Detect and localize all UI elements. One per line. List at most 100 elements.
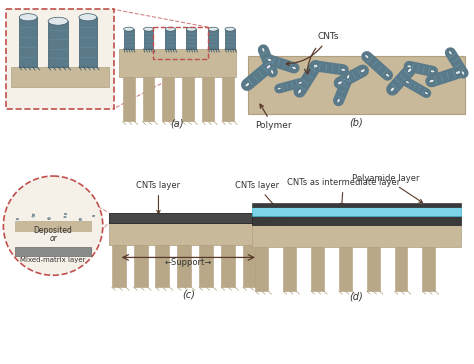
Bar [394,230,408,291]
Ellipse shape [341,68,346,71]
Text: (d): (d) [349,291,363,301]
Ellipse shape [266,65,271,69]
Ellipse shape [208,27,218,31]
Bar [177,228,191,287]
Bar [155,228,169,287]
Ellipse shape [406,81,410,84]
Bar [208,29,218,49]
Ellipse shape [48,218,50,219]
Ellipse shape [456,71,461,74]
Bar [154,27,208,59]
Ellipse shape [277,87,281,90]
Ellipse shape [32,215,34,217]
Bar [124,29,134,49]
Bar [143,77,155,122]
Ellipse shape [313,64,318,68]
Text: Deposited: Deposited [34,226,73,235]
Bar [15,221,91,231]
Bar [222,77,234,122]
Ellipse shape [292,66,296,70]
Ellipse shape [461,71,465,75]
Ellipse shape [79,219,82,220]
Text: CNTs as intermediate layer: CNTs as intermediate layer [287,178,400,207]
Bar [163,77,174,122]
Bar [199,228,213,287]
Bar [248,56,465,114]
Ellipse shape [186,27,196,31]
Bar [221,228,235,287]
Ellipse shape [38,249,40,250]
Ellipse shape [390,87,394,92]
Bar [255,230,268,291]
Ellipse shape [298,89,301,94]
Bar [283,230,296,291]
Text: or: or [49,234,57,242]
Ellipse shape [245,83,249,87]
Bar [15,246,91,256]
Ellipse shape [267,58,272,62]
Text: (a): (a) [171,118,184,128]
Ellipse shape [449,51,452,55]
Ellipse shape [408,68,412,72]
Ellipse shape [262,48,265,52]
Ellipse shape [91,249,92,250]
Ellipse shape [64,213,67,215]
Text: ←Support→: ←Support→ [164,258,212,268]
Ellipse shape [429,79,434,83]
Text: Polyamide layer: Polyamide layer [352,174,422,203]
Ellipse shape [57,249,59,250]
Ellipse shape [360,69,365,73]
Bar [422,230,435,291]
Text: CNTs layer: CNTs layer [137,181,181,214]
Ellipse shape [430,70,435,73]
Bar [225,29,235,49]
Bar [79,17,97,67]
Bar [109,223,268,245]
Ellipse shape [346,75,350,79]
Ellipse shape [32,214,35,215]
Ellipse shape [165,27,175,31]
Text: CNTs: CNTs [286,32,339,66]
Bar [202,77,214,122]
Ellipse shape [71,249,73,250]
Ellipse shape [27,251,28,252]
Ellipse shape [69,251,70,252]
Bar [48,21,68,67]
Bar [112,228,126,287]
Ellipse shape [19,14,37,21]
Bar [339,230,352,291]
Text: (c): (c) [182,289,195,299]
Ellipse shape [385,73,390,77]
Ellipse shape [16,218,18,220]
Text: (b): (b) [349,118,363,127]
Text: Polymer: Polymer [255,104,292,130]
Bar [252,207,461,216]
Ellipse shape [313,64,318,67]
Bar [186,29,196,49]
Bar [165,29,175,49]
Bar [109,213,268,223]
Ellipse shape [298,82,302,84]
Ellipse shape [365,55,369,59]
Bar [252,225,461,246]
Text: Mixed-matrix layer: Mixed-matrix layer [20,257,86,264]
Bar [252,216,461,225]
Bar [182,77,194,122]
Ellipse shape [124,27,134,31]
Bar [144,29,154,49]
Ellipse shape [271,70,274,74]
Ellipse shape [425,92,428,95]
Ellipse shape [144,27,154,31]
Text: CNTs layer: CNTs layer [235,181,284,217]
Ellipse shape [48,218,50,219]
Bar [123,77,135,122]
Ellipse shape [79,14,97,21]
Bar [19,17,37,67]
Bar [6,9,114,108]
Ellipse shape [64,216,66,218]
Ellipse shape [337,98,340,103]
Bar [11,67,109,87]
Ellipse shape [225,27,235,31]
Ellipse shape [60,251,61,252]
Circle shape [3,176,103,275]
